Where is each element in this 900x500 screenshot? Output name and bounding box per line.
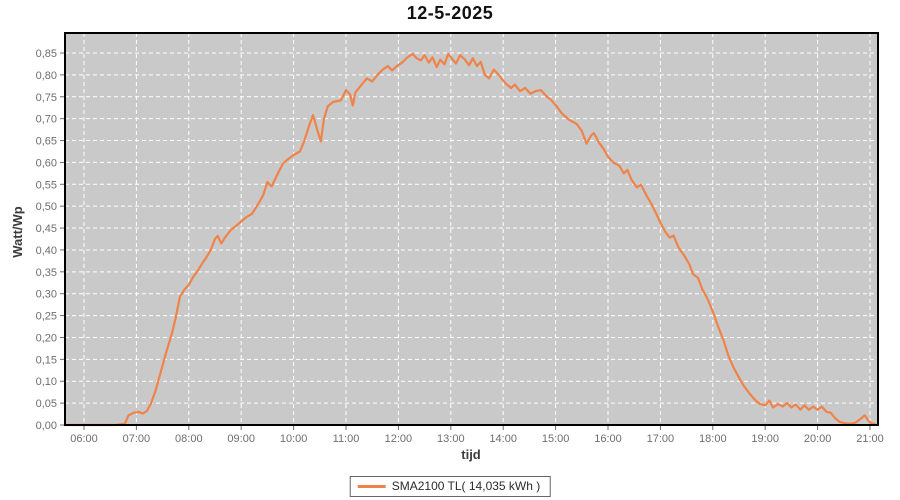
x-tick-label: 19:00	[751, 433, 779, 445]
legend-series-label: SMA2100 TL( 14,035 kWh )	[391, 479, 541, 493]
y-tick-label: 0,10	[36, 376, 57, 388]
y-tick-label: 0,80	[36, 70, 57, 82]
x-tick-label: 17:00	[647, 433, 675, 445]
y-tick-label: 0,05	[36, 398, 57, 410]
y-tick-label: 0,50	[36, 201, 57, 213]
y-tick-label: 0,00	[36, 420, 57, 432]
x-tick-label: 18:00	[699, 433, 727, 445]
y-tick-label: 0,85	[36, 48, 57, 60]
x-tick-label: 12:00	[385, 433, 413, 445]
x-tick-label: 08:00	[175, 433, 203, 445]
plot-border	[64, 32, 879, 426]
x-axis-title: tijd	[461, 447, 481, 462]
y-tick-label: 0,15	[36, 354, 57, 366]
x-tick-label: 13:00	[437, 433, 465, 445]
x-tick-label: 10:00	[280, 433, 308, 445]
y-tick-label: 0,60	[36, 157, 57, 169]
x-tick-label: 21:00	[856, 433, 884, 445]
series-line-sma2100	[64, 52, 876, 427]
y-tick-label: 0,25	[36, 311, 57, 323]
x-tick-label: 20:00	[804, 433, 832, 445]
x-tick-label: 07:00	[123, 433, 151, 445]
x-tick-label: 14:00	[489, 433, 517, 445]
y-tick-label: 0,20	[36, 332, 57, 344]
y-tick-label: 0,65	[36, 136, 57, 148]
y-tick-label: 0,75	[36, 92, 57, 104]
y-axis-title: Watt/Wp	[10, 206, 25, 258]
y-tick-label: 0,40	[36, 245, 57, 257]
x-tick-label: 06:00	[70, 433, 98, 445]
x-tick-label: 15:00	[542, 433, 570, 445]
x-tick-label: 09:00	[227, 433, 255, 445]
y-tick-label: 0,35	[36, 267, 57, 279]
legend: SMA2100 TL( 14,035 kWh )	[349, 476, 551, 497]
y-tick-label: 0,30	[36, 289, 57, 301]
y-tick-label: 0,70	[36, 114, 57, 126]
y-tick-label: 0,55	[36, 179, 57, 191]
y-tick-label: 0,45	[36, 223, 57, 235]
x-tick-label: 11:00	[333, 433, 360, 445]
x-tick-label: 16:00	[594, 433, 622, 445]
legend-line-swatch	[357, 484, 386, 488]
plot-area	[65, 33, 878, 425]
chart-title: 12-5-2025	[406, 3, 494, 23]
